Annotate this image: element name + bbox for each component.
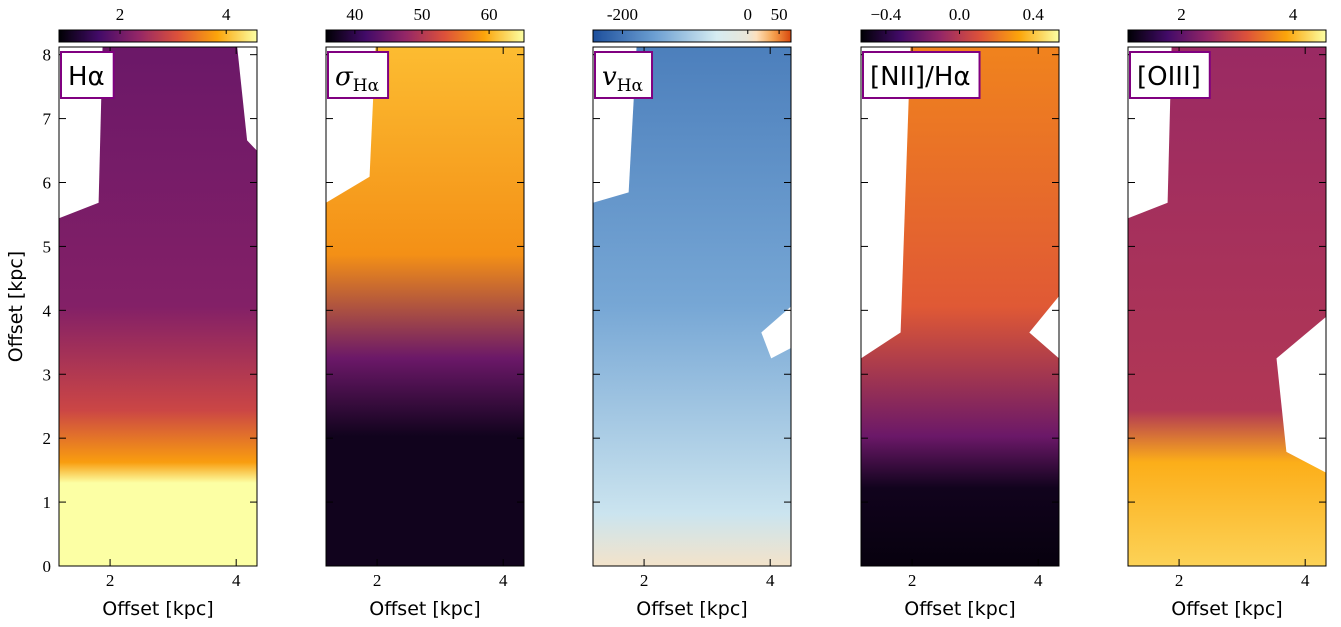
colorbar [325, 29, 525, 43]
y-axis-label: Offset [kpc] [5, 251, 27, 362]
title-box [594, 51, 654, 99]
axes-frame [592, 46, 792, 567]
title-box [327, 51, 390, 99]
colorbar [58, 29, 258, 43]
title-main: Hα [68, 62, 105, 92]
colorbar-tick-label: 2 [116, 5, 125, 24]
x-tick-label: 2 [1175, 571, 1184, 590]
axes-frame [860, 46, 1060, 567]
title-main: v [602, 62, 617, 92]
title-main: σ [335, 62, 354, 92]
masked-region [1029, 296, 1059, 359]
axes-frame [325, 46, 525, 567]
colorbar-tick-label: 40 [346, 5, 363, 24]
y-tick-label: 0 [43, 557, 52, 576]
axes-frame [1127, 46, 1327, 567]
colorbar-tick-label: -200 [607, 5, 638, 24]
panel-title: σHα [335, 62, 380, 96]
masked-region [1276, 316, 1326, 473]
title-box [1129, 51, 1211, 99]
masked-region [861, 47, 911, 359]
title-subscript: Hα [353, 76, 380, 96]
colorbar-tick-label: 4 [222, 5, 231, 24]
colorbar-tick-label: 2 [1177, 5, 1186, 24]
masked-region [237, 47, 257, 151]
panel-title: Hα [68, 62, 105, 92]
colorbar-tick-label: 60 [481, 5, 498, 24]
axes-frame [58, 46, 258, 567]
title-box [862, 51, 981, 99]
x-axis-label: Offset [kpc] [102, 598, 213, 620]
y-tick-label: 5 [43, 237, 52, 256]
y-tick-label: 6 [43, 174, 52, 193]
x-tick-label: 4 [499, 571, 508, 590]
colorbar-tick-label: 50 [771, 5, 788, 24]
panel: −0.4 0.0 0.4 2 4 Offset [kpc] [NII]/Hα [860, 5, 1060, 620]
x-tick-label: 4 [232, 571, 241, 590]
x-axis-label: Offset [kpc] [1171, 598, 1282, 620]
y-tick-label: 3 [43, 365, 52, 384]
colorbar [592, 29, 792, 43]
panel: 2 4 2 4 Offset [kpc] [OIII] [1127, 5, 1327, 620]
masked-region [761, 306, 791, 359]
title-main: [OIII] [1137, 62, 1201, 92]
x-tick-label: 4 [766, 571, 775, 590]
y-tick-label: 1 [43, 493, 52, 512]
x-axis-label: Offset [kpc] [369, 598, 480, 620]
y-tick-label: 7 [43, 110, 52, 129]
panel-title: vHα [602, 62, 644, 96]
y-tick-label: 8 [43, 46, 52, 65]
x-tick-label: 2 [373, 571, 382, 590]
colorbar-tick-label: 0.0 [949, 5, 970, 24]
colorbar-tick-label: 50 [413, 5, 430, 24]
title-subscript: Hα [617, 76, 644, 96]
x-tick-label: 4 [1301, 571, 1310, 590]
title-main: [NII]/Hα [870, 62, 971, 92]
x-tick-label: 4 [1034, 571, 1043, 590]
colorbar-tick-label: 0 [744, 5, 753, 24]
x-axis-label: Offset [kpc] [636, 598, 747, 620]
colorbar-tick-label: −0.4 [870, 5, 901, 24]
colorbar [1127, 29, 1327, 43]
panel-title: [OIII] [1137, 62, 1201, 92]
panel: 2 4 2 4 0 1 2 3 4 5 6 7 8 Offset [kpc] Offset [kpc] Hα [5, 5, 258, 620]
x-axis-label: Offset [kpc] [904, 598, 1015, 620]
x-tick-label: 2 [106, 571, 115, 590]
panel: 40 50 60 2 4 Offset [kpc] σHα [325, 5, 525, 620]
y-tick-label: 2 [43, 429, 52, 448]
panel-title: [NII]/Hα [870, 62, 971, 92]
title-box [60, 51, 115, 99]
x-tick-label: 2 [908, 571, 917, 590]
panel: -200 0 50 2 4 Offset [kpc] vHα [592, 5, 792, 620]
y-tick-label: 4 [43, 301, 52, 320]
x-tick-label: 2 [640, 571, 649, 590]
colorbar-tick-label: 4 [1289, 5, 1298, 24]
colorbar-tick-label: 0.4 [1023, 5, 1045, 24]
